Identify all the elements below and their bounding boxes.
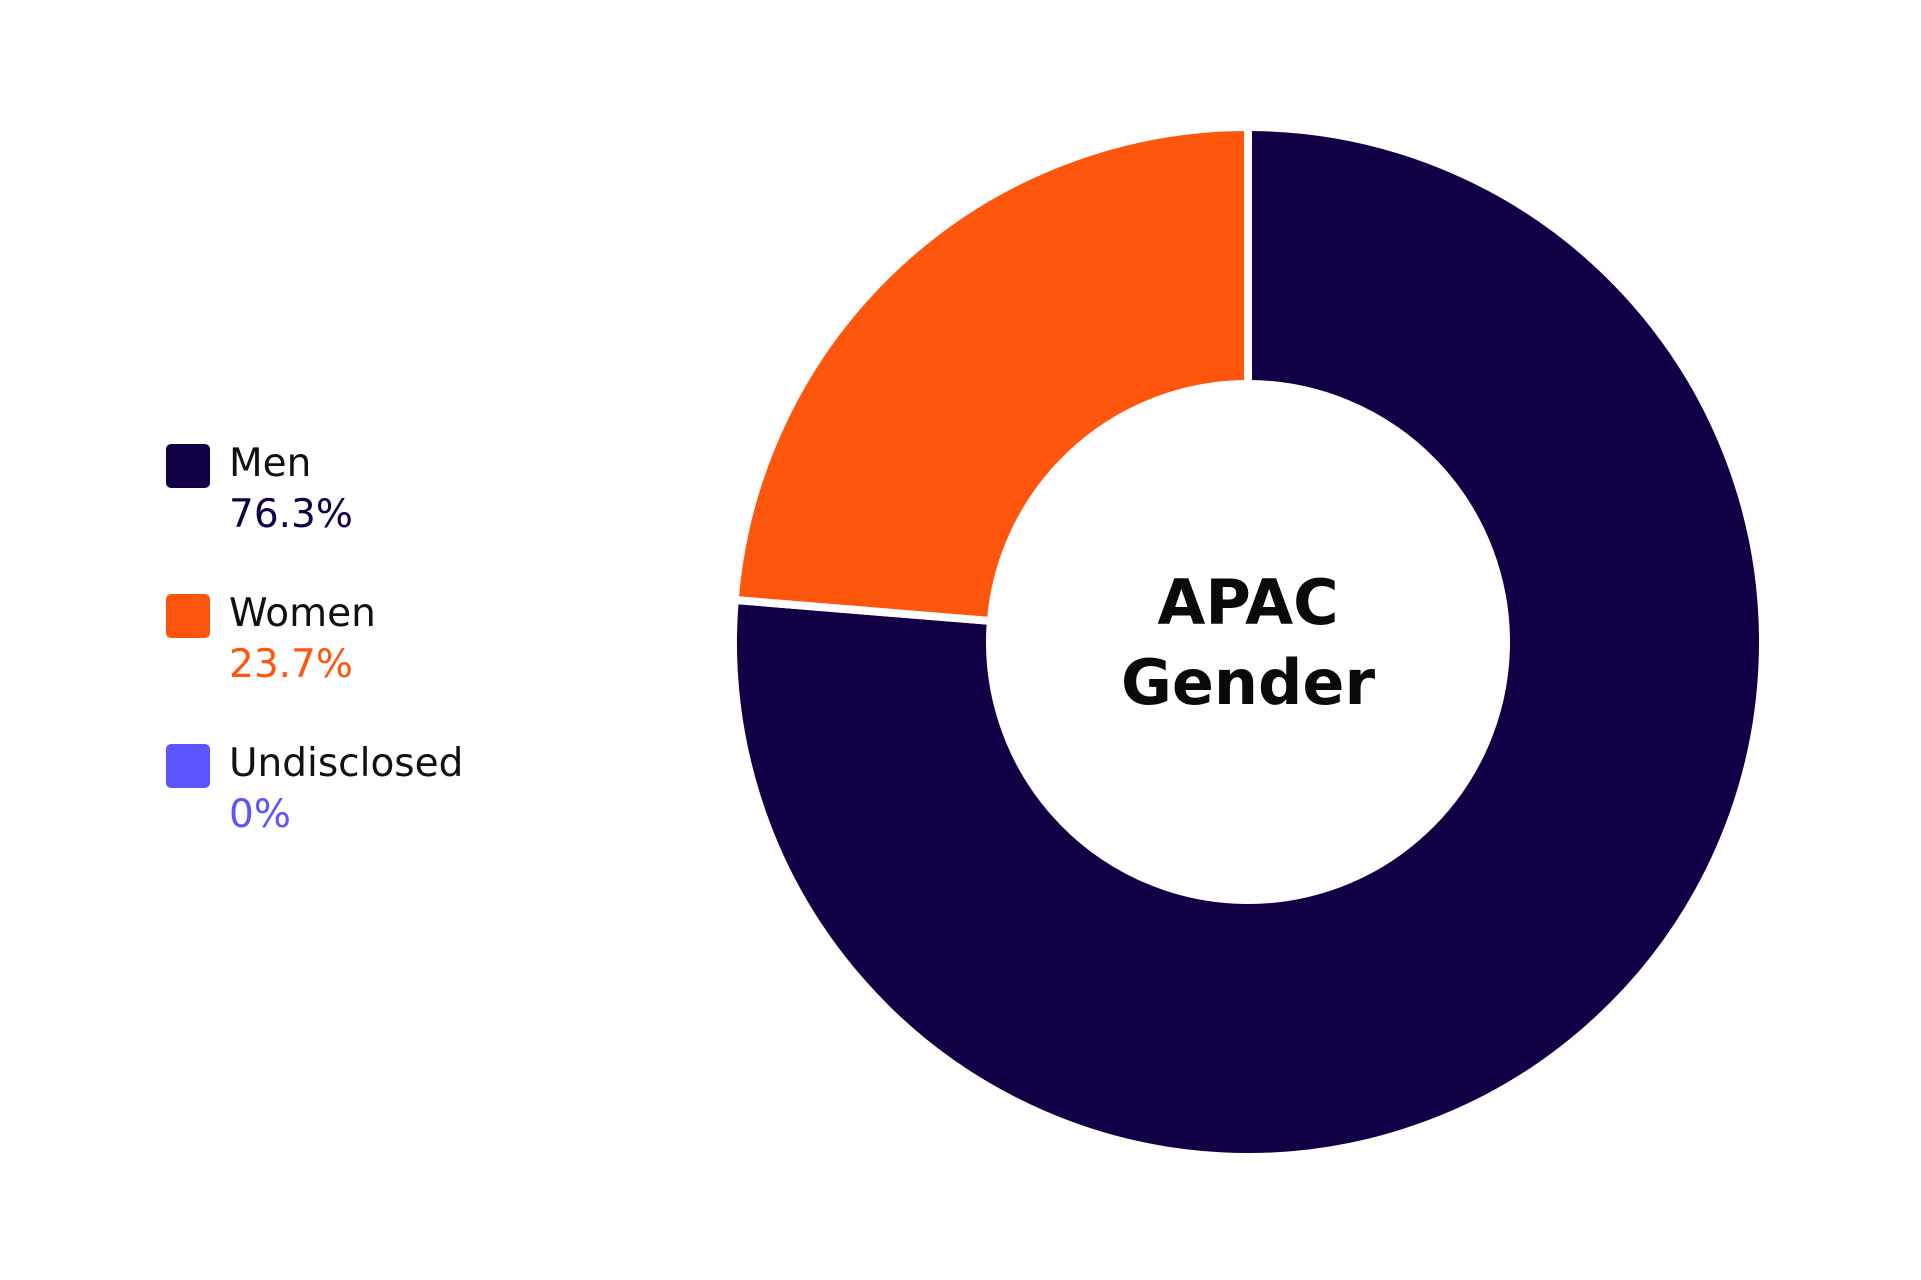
legend-value-women: 23.7%	[229, 642, 353, 687]
legend: Men 76.3% Women 23.7% Undisclosed 0%	[166, 440, 526, 890]
legend-swatch-women	[166, 594, 210, 638]
slice-men	[729, 122, 1767, 1161]
legend-item-men: Men 76.3%	[166, 440, 526, 590]
legend-value-undisclosed: 0%	[229, 792, 291, 837]
legend-value-men: 76.3%	[229, 492, 353, 537]
slice-women	[730, 122, 1252, 626]
legend-item-undisclosed: Undisclosed 0%	[166, 740, 526, 890]
legend-swatch-undisclosed	[166, 744, 210, 788]
legend-label-women: Women	[229, 591, 376, 636]
legend-label-men: Men	[229, 441, 312, 486]
legend-swatch-men	[166, 444, 210, 488]
chart-title-line-1: APAC	[1157, 566, 1338, 639]
legend-label-undisclosed: Undisclosed	[229, 741, 464, 786]
legend-item-women: Women 23.7%	[166, 590, 526, 740]
chart-title-line-2: Gender	[1121, 646, 1376, 719]
